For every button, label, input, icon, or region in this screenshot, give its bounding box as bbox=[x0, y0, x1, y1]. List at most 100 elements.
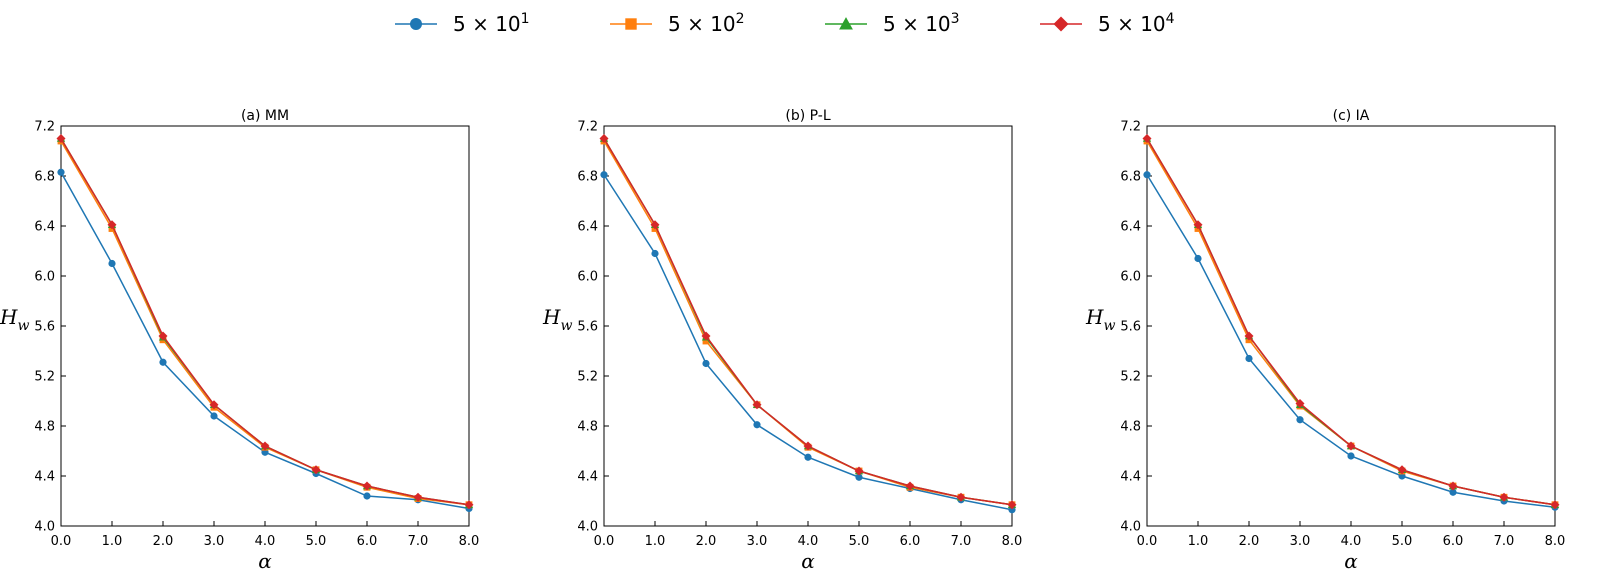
data-point bbox=[1245, 354, 1253, 363]
y-tick-label: 5.2 bbox=[1120, 370, 1141, 385]
series-4 bbox=[599, 134, 1017, 510]
x-tick-label: 3.0 bbox=[747, 534, 768, 549]
y-tick-label: 4.4 bbox=[34, 470, 55, 485]
x-axis-label: α bbox=[801, 549, 815, 573]
data-point bbox=[1448, 481, 1458, 491]
x-tick-label: 5.0 bbox=[849, 534, 870, 549]
data-point bbox=[107, 220, 117, 230]
data-point bbox=[1397, 465, 1407, 475]
x-tick-label: 7.0 bbox=[408, 534, 429, 549]
panels: 4.0 4.4 4.8 5.2 5.6 6.0 6.4 6.8 7.2 0.0 1.0 2.0 3.0 4… bbox=[0, 108, 1565, 573]
series-4 bbox=[1142, 134, 1560, 510]
x-tick-label: 6.0 bbox=[357, 534, 378, 549]
data-point bbox=[803, 441, 813, 451]
data-point bbox=[464, 500, 474, 510]
series-1 bbox=[57, 168, 473, 513]
data-point bbox=[1007, 500, 1017, 510]
series-3 bbox=[599, 134, 1017, 509]
data-point bbox=[57, 168, 65, 176]
y-tick-label: 6.4 bbox=[34, 220, 55, 235]
data-point bbox=[311, 465, 321, 475]
x-tick-label: 2.0 bbox=[153, 534, 174, 549]
x-tick-label: 1.0 bbox=[102, 534, 123, 549]
data-point bbox=[108, 259, 116, 268]
y-tick-label: 4.8 bbox=[1120, 420, 1141, 435]
y-tick-label: 7.2 bbox=[34, 120, 55, 135]
y-axis-label: Hw bbox=[542, 305, 572, 334]
data-point bbox=[260, 441, 270, 451]
data-point bbox=[1194, 254, 1202, 263]
x-tick-label: 5.0 bbox=[1392, 534, 1413, 549]
plot-frame bbox=[603, 125, 1013, 527]
data-point bbox=[209, 400, 219, 410]
data-point bbox=[804, 453, 812, 461]
data-point bbox=[413, 492, 423, 502]
y-tick-label: 6.0 bbox=[34, 270, 55, 285]
y-tick-label: 6.8 bbox=[577, 170, 598, 185]
series-3 bbox=[1142, 134, 1560, 509]
chart-panel: 4.0 4.4 4.8 5.2 5.6 6.0 6.4 6.8 7.2 0.0 1.0 2.0 3.0 4… bbox=[542, 108, 1022, 573]
x-tick-label: 3.0 bbox=[1290, 534, 1311, 549]
panel-title: (c) IA bbox=[1333, 108, 1370, 124]
legend-marker bbox=[625, 18, 637, 30]
chart-panel: 4.0 4.4 4.8 5.2 5.6 6.0 6.4 6.8 7.2 0.0 1.0 2.0 3.0 4… bbox=[0, 108, 479, 573]
legend-marker bbox=[839, 17, 853, 30]
series-4 bbox=[56, 134, 474, 510]
data-point bbox=[854, 466, 864, 476]
series-1 bbox=[1143, 171, 1559, 511]
data-point bbox=[752, 400, 762, 410]
legend-label: 5 × 103 bbox=[883, 11, 960, 36]
data-point bbox=[905, 481, 915, 491]
y-tick-label: 6.4 bbox=[577, 220, 598, 235]
data-point bbox=[1142, 134, 1152, 143]
x-tick-label: 7.0 bbox=[1494, 534, 1515, 549]
x-tick-label: 2.0 bbox=[696, 534, 717, 549]
data-point bbox=[1244, 331, 1254, 341]
y-tick-label: 6.0 bbox=[577, 270, 598, 285]
x-tick-label: 0.0 bbox=[1137, 534, 1158, 549]
y-tick-label: 4.8 bbox=[34, 420, 55, 435]
data-point bbox=[362, 481, 372, 491]
legend-marker bbox=[410, 18, 422, 30]
x-tick-label: 4.0 bbox=[798, 534, 819, 549]
x-tick-label: 8.0 bbox=[1545, 534, 1566, 549]
x-tick-label: 6.0 bbox=[900, 534, 921, 549]
data-point bbox=[600, 171, 608, 179]
y-tick-label: 5.6 bbox=[34, 320, 55, 335]
y-tick-label: 4.8 bbox=[577, 420, 598, 435]
legend-label: 5 × 101 bbox=[453, 11, 530, 36]
data-point bbox=[651, 249, 659, 258]
data-point bbox=[1193, 220, 1203, 230]
legend-entry: 5 × 104 bbox=[1040, 11, 1175, 36]
y-tick-label: 4.0 bbox=[1120, 520, 1141, 535]
x-tick-label: 1.0 bbox=[645, 534, 666, 549]
x-tick-label: 7.0 bbox=[951, 534, 972, 549]
data-point bbox=[159, 358, 167, 366]
y-tick-label: 5.2 bbox=[34, 370, 55, 385]
x-tick-label: 4.0 bbox=[1341, 534, 1362, 549]
series-2 bbox=[600, 137, 1016, 509]
data-point bbox=[158, 331, 168, 341]
x-tick-label: 1.0 bbox=[1188, 534, 1209, 549]
data-point bbox=[701, 331, 711, 341]
series-1 bbox=[600, 171, 1016, 514]
y-tick-label: 4.4 bbox=[577, 470, 598, 485]
x-tick-label: 4.0 bbox=[255, 534, 276, 549]
y-tick-label: 6.8 bbox=[1120, 170, 1141, 185]
data-point bbox=[1499, 492, 1509, 502]
y-tick-label: 4.4 bbox=[1120, 470, 1141, 485]
data-point bbox=[1143, 171, 1151, 179]
y-tick-label: 5.6 bbox=[1120, 320, 1141, 335]
y-axis-label: Hw bbox=[0, 305, 29, 334]
legend-label: 5 × 102 bbox=[668, 11, 745, 36]
y-tick-label: 6.4 bbox=[1120, 220, 1141, 235]
data-point bbox=[1296, 416, 1304, 424]
data-point bbox=[702, 337, 710, 345]
plot-frame bbox=[1146, 125, 1556, 527]
x-tick-label: 0.0 bbox=[51, 534, 72, 549]
y-tick-label: 7.2 bbox=[1120, 120, 1141, 135]
data-point bbox=[753, 421, 761, 429]
y-tick-label: 7.2 bbox=[577, 120, 598, 135]
y-tick-label: 6.8 bbox=[34, 170, 55, 185]
